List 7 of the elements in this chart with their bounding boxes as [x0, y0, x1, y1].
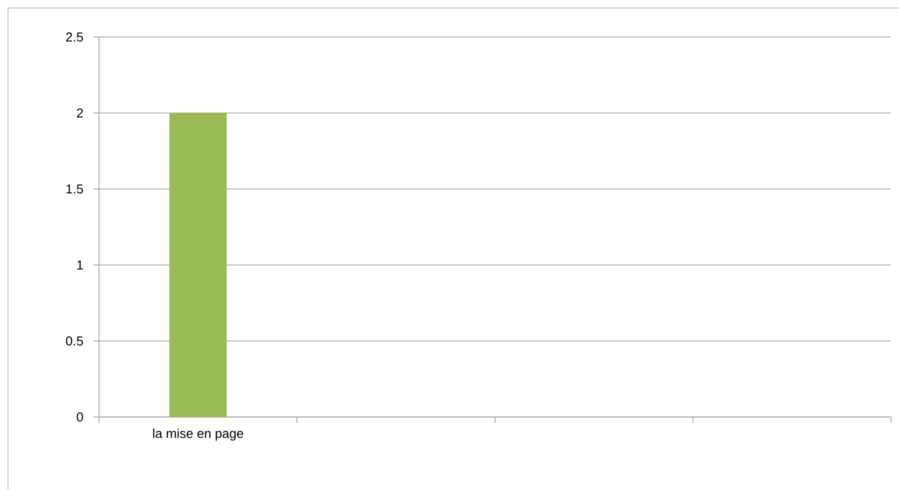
- y-tick-label: 1: [77, 260, 83, 270]
- y-tick-label: 2: [76, 108, 83, 118]
- y-tick-label: 0: [76, 412, 83, 422]
- x-tick-label: la mise en page: [153, 428, 244, 441]
- y-tick-label: 2.5: [66, 32, 83, 42]
- y-tick-label: 0.5: [66, 336, 83, 346]
- y-tick-label: 1.5: [66, 184, 83, 194]
